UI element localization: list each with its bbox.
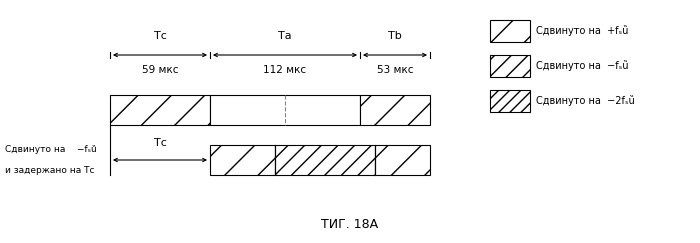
Text: Сдвинуто на  +fₛȕ: Сдвинуто на +fₛȕ <box>536 26 629 36</box>
Text: и задержано на Тс: и задержано на Тс <box>5 166 95 175</box>
Bar <box>490 20 530 42</box>
Bar <box>375 145 430 175</box>
Text: Сдвинуто на  −2fₛȕ: Сдвинуто на −2fₛȕ <box>536 95 635 106</box>
Bar <box>360 95 430 125</box>
Text: Тb: Тb <box>388 31 402 41</box>
Text: 112 мкс: 112 мкс <box>263 65 307 75</box>
Text: Тa: Тa <box>278 31 292 41</box>
Text: ΤИГ. 18А: ΤИГ. 18А <box>321 218 379 231</box>
Bar <box>275 145 375 175</box>
Bar <box>210 145 275 175</box>
Text: Тс: Тс <box>153 138 167 148</box>
Bar <box>110 95 210 125</box>
Text: Сдвинуто на  −fₛȕ: Сдвинуто на −fₛȕ <box>536 61 629 71</box>
Text: Тс: Тс <box>153 31 167 41</box>
Bar <box>490 55 530 77</box>
Bar <box>210 95 360 125</box>
Text: 59 мкс: 59 мкс <box>141 65 178 75</box>
Bar <box>490 90 530 112</box>
Text: 53 мкс: 53 мкс <box>377 65 413 75</box>
Text: Сдвинуто на    −fₛȕ: Сдвинуто на −fₛȕ <box>5 145 97 154</box>
